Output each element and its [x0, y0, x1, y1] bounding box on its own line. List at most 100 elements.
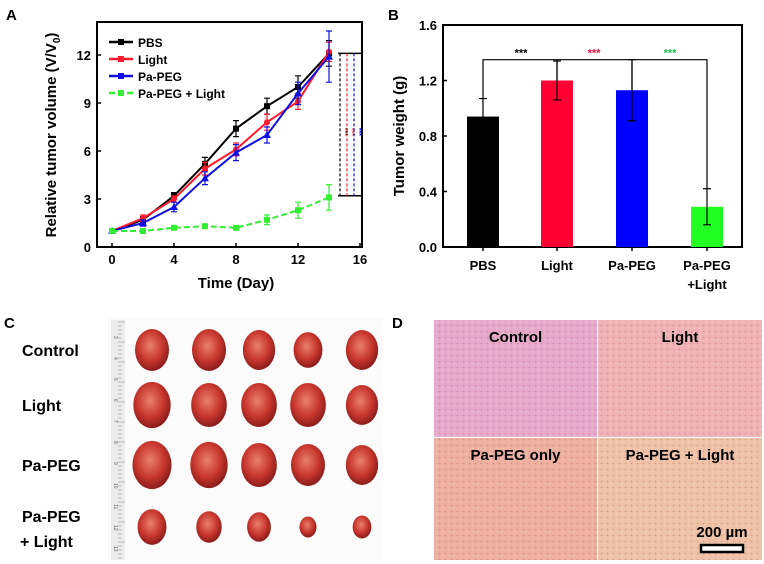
- histology-texture: [434, 438, 597, 560]
- series-line-1: [111, 51, 330, 232]
- significance-stars: ***: [341, 128, 348, 136]
- data-point: [139, 219, 147, 226]
- significance-stars: ***: [348, 128, 355, 136]
- data-point: [233, 224, 239, 231]
- y-tick-label: 1.2: [419, 74, 437, 89]
- tumor: [133, 381, 171, 429]
- x-tick-label: 0: [108, 252, 115, 267]
- tumor: [345, 385, 379, 425]
- ruler: [111, 320, 125, 560]
- x-tick-label: Pa-PEG: [608, 258, 656, 273]
- y-tick-label: 6: [84, 144, 91, 159]
- legend-label: Pa-PEG + Light: [138, 87, 225, 101]
- data-point: [202, 223, 208, 230]
- row-label: Light: [22, 398, 62, 415]
- ruler-mark: 12: [112, 525, 118, 531]
- legend-marker: [118, 39, 124, 45]
- data-point: [170, 203, 178, 210]
- y-tick-label: 0.4: [419, 185, 438, 200]
- panel-d-histology: Control Light Pa-PEG only Pa-PEG + Light 20…: [434, 320, 762, 560]
- data-point: [171, 224, 177, 231]
- scale-bar: [699, 543, 745, 554]
- significance-stars: ***: [355, 128, 362, 136]
- ruler-mark: 4: [112, 357, 118, 360]
- panel-label-a: A: [6, 7, 17, 24]
- y-axis-label-main: Relative tumor volume (V/V: [43, 43, 60, 237]
- x-tick-label: 8: [232, 252, 239, 267]
- ruler-mark: 10: [112, 483, 118, 489]
- data-point: [264, 119, 270, 126]
- panel-label-d: D: [392, 315, 403, 332]
- series-line-2: [111, 55, 330, 232]
- tumor: [352, 515, 372, 539]
- tumor: [242, 330, 276, 370]
- significance-stars: ***: [664, 48, 678, 60]
- panel-b-bar-chart: 0.0 0.4 0.8 1.2 1.6 PBS Light Pa-PEG Pa-PEG +Ligh…: [391, 18, 743, 292]
- data-point: [264, 103, 270, 110]
- tumor: [293, 332, 323, 368]
- x-tick-label: 12: [291, 252, 305, 267]
- legend-marker: [118, 73, 124, 79]
- histology-texture: [434, 320, 597, 437]
- x-tick-label: Pa-PEG: [683, 258, 731, 273]
- x-tick-label: 16: [353, 252, 367, 267]
- tumor: [191, 382, 227, 428]
- y-tick-label: 0: [84, 240, 91, 255]
- ruler-mark: 9: [112, 462, 118, 465]
- data-point: [264, 216, 270, 223]
- row-label-line2: + Light: [20, 534, 74, 551]
- data-point: [202, 165, 208, 172]
- y-tick-label: 1.6: [419, 18, 437, 33]
- tumor: [290, 382, 326, 428]
- histology-label: Control: [489, 329, 542, 346]
- data-point: [140, 228, 146, 234]
- tumor: [299, 516, 317, 538]
- ruler-mark: 11: [112, 504, 118, 510]
- data-point: [295, 207, 301, 214]
- data-point: [326, 194, 332, 201]
- row-label: Pa-PEG: [22, 458, 81, 475]
- tumor: [135, 329, 169, 371]
- ruler-mark: 6: [112, 399, 118, 402]
- legend-marker: [118, 90, 124, 96]
- ruler-mark: 8: [112, 441, 118, 444]
- x-tick-label: Light: [541, 258, 573, 273]
- scale-bar-label: 200 µm: [696, 524, 747, 541]
- data-point: [109, 228, 115, 234]
- data-point: [171, 196, 177, 202]
- ruler-mark: 3: [112, 336, 118, 339]
- histology-label: Pa-PEG + Light: [626, 447, 735, 464]
- data-point: [263, 131, 271, 138]
- tumor: [345, 445, 379, 485]
- series-line-3: [112, 196, 330, 232]
- significance-stars: ***: [588, 48, 602, 60]
- x-tick-label: 4: [170, 252, 178, 267]
- data-point: [325, 52, 333, 60]
- ruler-mark: 5: [112, 378, 118, 381]
- y-tick-label: 0.0: [419, 240, 437, 255]
- data-point: [201, 174, 209, 182]
- data-point: [294, 89, 302, 97]
- data-point: [233, 125, 239, 132]
- y-tick-label: 12: [77, 48, 91, 63]
- row-label: Pa-PEG: [22, 509, 81, 526]
- significance-bracket: [482, 59, 708, 189]
- tumor: [190, 441, 228, 489]
- tumor: [132, 440, 172, 490]
- legend-label: Light: [138, 53, 167, 67]
- plot-frame: [96, 21, 363, 248]
- x-tick-label: PBS: [470, 258, 497, 273]
- x-tick-label-line2: +Light: [687, 277, 727, 292]
- legend-label: PBS: [138, 36, 163, 50]
- tumor: [196, 511, 222, 543]
- significance-stars: ***: [515, 48, 529, 60]
- tumor: [247, 512, 271, 542]
- tumor: [345, 330, 379, 370]
- panel-a-line-chart: 0 4 8 12 16 0 3 6 9 12 PBS Light Pa-PEG Pa-PEG + Ligh…: [43, 21, 367, 292]
- tumor: [137, 509, 167, 545]
- y-tick-label: 3: [84, 192, 91, 207]
- y-axis-label: Tumor weight (g): [391, 76, 408, 197]
- panel-c-tumor-photo: 3 4 5 6 7 8 9 10 11 12 13 Control Light Pa-PEG Pa-PEG +…: [20, 318, 383, 560]
- tumor: [241, 442, 277, 488]
